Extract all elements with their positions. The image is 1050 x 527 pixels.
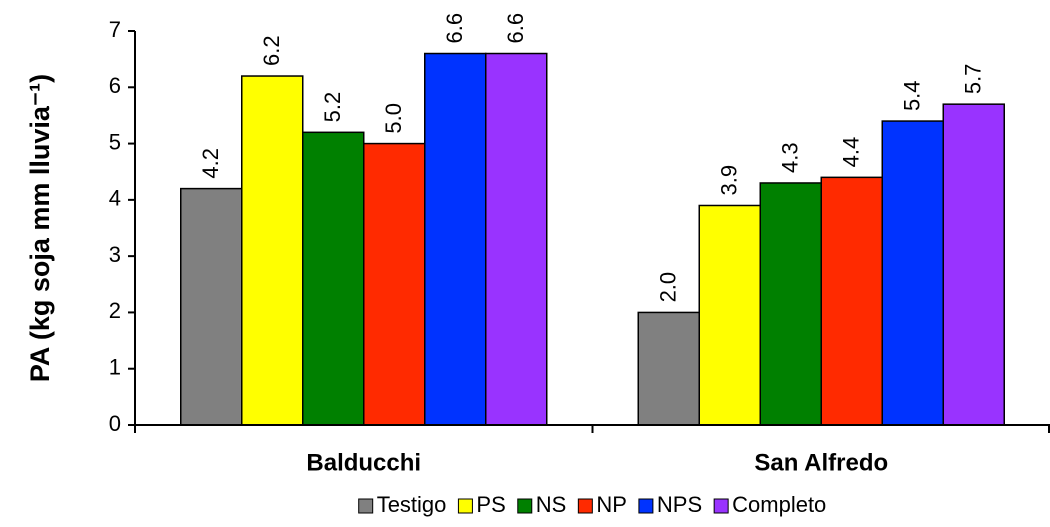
bar xyxy=(698,204,761,426)
legend-swatch xyxy=(713,498,729,514)
legend-label: Completo xyxy=(732,492,826,517)
value-label: 4.2 xyxy=(198,148,223,179)
legend-swatch xyxy=(358,498,374,514)
bar xyxy=(942,103,1005,426)
value-label: 6.6 xyxy=(503,13,528,44)
bar xyxy=(485,52,548,426)
legend-label: NP xyxy=(596,492,627,517)
value-label: 4.3 xyxy=(778,142,803,173)
value-label: 2.0 xyxy=(656,272,681,303)
legend-swatch xyxy=(517,498,533,514)
bar xyxy=(180,187,243,426)
value-label: 6.2 xyxy=(259,35,284,66)
y-axis-title: PA (kg soja mm lluvia⁻¹) xyxy=(25,74,55,382)
value-label: 6.6 xyxy=(442,13,467,44)
bar xyxy=(759,182,822,426)
bar xyxy=(881,120,944,426)
y-tick-label: 2 xyxy=(109,298,121,323)
legend-swatch xyxy=(577,498,593,514)
legend-swatch xyxy=(457,498,473,514)
legend-label: Testigo xyxy=(377,492,447,517)
bar xyxy=(241,75,304,426)
legend-label: NPS xyxy=(657,492,702,517)
bar xyxy=(363,142,426,426)
x-tick-label: San Alfredo xyxy=(754,449,888,476)
legend-label: NS xyxy=(536,492,567,517)
value-label: 5.0 xyxy=(381,103,406,134)
bar xyxy=(637,311,700,426)
y-tick-label: 0 xyxy=(109,411,121,436)
y-tick-label: 6 xyxy=(109,73,121,98)
y-tick-label: 4 xyxy=(109,186,121,211)
legend-label: PS xyxy=(476,492,505,517)
value-label: 3.9 xyxy=(717,165,742,196)
y-tick-label: 7 xyxy=(109,17,121,42)
x-tick-label: Balducchi xyxy=(306,449,421,476)
value-label: 5.4 xyxy=(900,80,925,111)
bar xyxy=(424,52,487,426)
value-label: 5.7 xyxy=(961,64,986,95)
legend-swatch xyxy=(638,498,654,514)
y-tick-label: 3 xyxy=(109,242,121,267)
y-tick-label: 1 xyxy=(109,355,121,380)
value-label: 5.2 xyxy=(320,92,345,123)
y-tick-label: 5 xyxy=(109,129,121,154)
value-label: 4.4 xyxy=(839,137,864,168)
bar xyxy=(820,176,883,426)
bar xyxy=(302,131,365,426)
